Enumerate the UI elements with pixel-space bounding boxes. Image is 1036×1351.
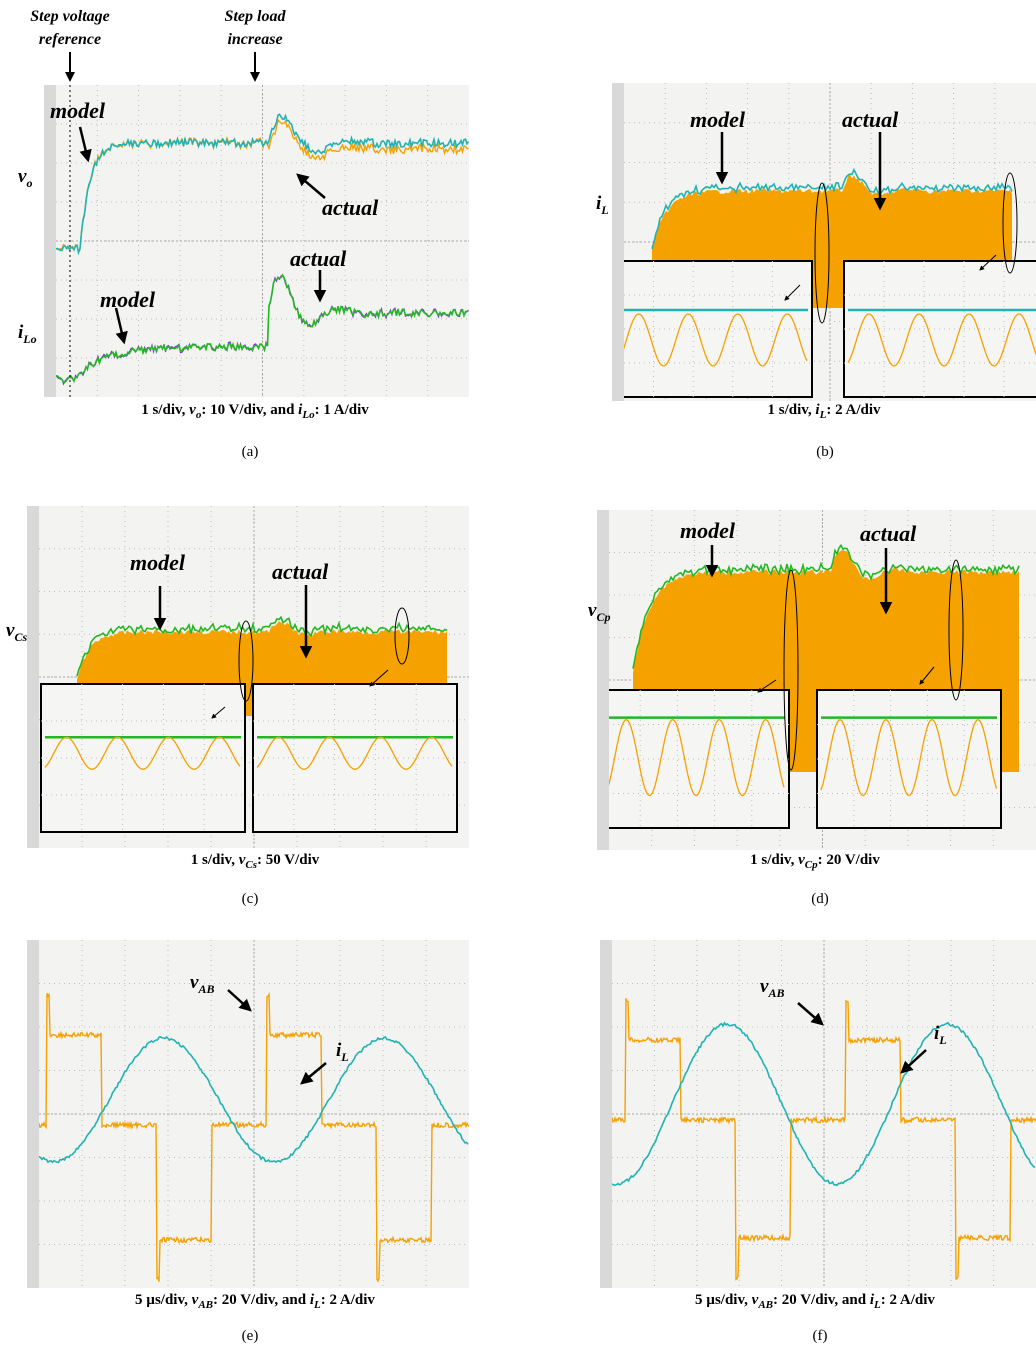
caption-symbol: iL xyxy=(309,1292,321,1311)
label-model-a1: model xyxy=(50,98,105,123)
inset-window-1 xyxy=(624,260,813,398)
inset-actual-trace xyxy=(847,313,1036,367)
symbol-il-e: iL xyxy=(336,1040,349,1064)
plot-d xyxy=(609,510,1036,850)
plot-e xyxy=(39,940,469,1288)
label-model-a2: model xyxy=(100,287,155,312)
caption-b: 1 s/div, iL: 2 A/div xyxy=(767,402,881,421)
inset-actual-trace xyxy=(44,736,241,770)
plot-f xyxy=(612,940,1036,1288)
label-actual-a2: actual xyxy=(290,246,347,271)
symbol-vcs: vCs xyxy=(6,620,28,644)
step-load-increase-label: Step load increase xyxy=(224,8,286,48)
symbol-vo: vo xyxy=(18,166,33,190)
panel-label-e: (e) xyxy=(241,1328,259,1344)
zoom-ellipse xyxy=(238,620,254,702)
symbol-il-f: iL xyxy=(934,1023,947,1047)
panel-label-a: (a) xyxy=(241,444,259,460)
panel-label-c: (c) xyxy=(241,891,259,907)
caption-symbol: iL xyxy=(815,402,827,421)
scope-e xyxy=(27,940,469,1288)
caption-f: 5 µs/div, vAB: 20 V/div, and iL: 2 A/div xyxy=(695,1292,935,1311)
label-actual-b: actual xyxy=(842,107,899,132)
panel-label-f: (f) xyxy=(812,1328,828,1344)
scope-f xyxy=(600,940,1036,1288)
model-trace xyxy=(651,167,1013,250)
caption-symbol: vAB xyxy=(191,1292,213,1311)
vab-trace xyxy=(39,991,469,1283)
panel-label-d: (d) xyxy=(811,891,829,907)
zoom-ellipse xyxy=(1002,172,1018,274)
caption-symbol: iL xyxy=(869,1292,881,1311)
inset-actual-trace xyxy=(820,718,998,797)
scope-c xyxy=(27,506,469,848)
symbol-il-b: iL xyxy=(596,193,609,217)
step-voltage-reference-label: Step voltage reference xyxy=(30,8,110,48)
scope-d xyxy=(597,510,1036,850)
inset-actual-trace xyxy=(609,718,785,797)
vo-model-trace xyxy=(56,113,469,256)
zoom-ellipse xyxy=(783,569,799,771)
inset-actual-trace xyxy=(624,313,808,367)
scope-a xyxy=(44,85,469,397)
il-trace xyxy=(39,1035,469,1164)
label-actual-d: actual xyxy=(860,521,917,546)
panel-label-b: (b) xyxy=(816,444,834,460)
caption-e: 5 µs/div, vAB: 20 V/div, and iL: 2 A/div xyxy=(135,1292,375,1311)
zoom-ellipse xyxy=(948,559,964,701)
inset-window-2 xyxy=(816,689,1002,829)
caption-a: 1 s/div, vo: 10 V/div, and iLo: 1 A/div xyxy=(141,402,369,421)
zoom-ellipse xyxy=(394,607,410,665)
label-actual-c: actual xyxy=(272,559,329,584)
label-model-b: model xyxy=(690,107,745,132)
symbol-vcp: vCp xyxy=(588,600,611,624)
caption-symbol: vAB xyxy=(751,1292,773,1311)
caption-c: 1 s/div, vCs: 50 V/div xyxy=(190,852,320,871)
label-model-c: model xyxy=(130,550,185,575)
caption-symbol: vCp xyxy=(798,852,818,871)
model-trace xyxy=(632,543,1020,669)
plot-b xyxy=(624,83,1036,401)
caption-symbol: iLo xyxy=(298,402,315,421)
inset-actual-trace xyxy=(256,736,453,770)
caption-d: 1 s/div, vCp: 20 V/div xyxy=(750,852,880,871)
label-model-d: model xyxy=(680,518,735,543)
symbol-vab-f: vAB xyxy=(760,976,785,1000)
plot-a xyxy=(56,85,469,397)
plot-c xyxy=(39,506,469,848)
caption-symbol: vCs xyxy=(238,852,257,871)
label-actual-a1: actual xyxy=(322,195,379,220)
symbol-ilo: iLo xyxy=(18,322,37,346)
scope-b xyxy=(612,83,1036,401)
ilo-model-trace xyxy=(56,273,469,384)
caption-symbol: vo xyxy=(189,402,202,421)
zoom-ellipse xyxy=(814,182,830,324)
symbol-vab-e: vAB xyxy=(190,972,215,996)
vab-trace xyxy=(612,998,1036,1281)
model-trace xyxy=(76,615,448,677)
il-trace xyxy=(612,1021,1036,1187)
